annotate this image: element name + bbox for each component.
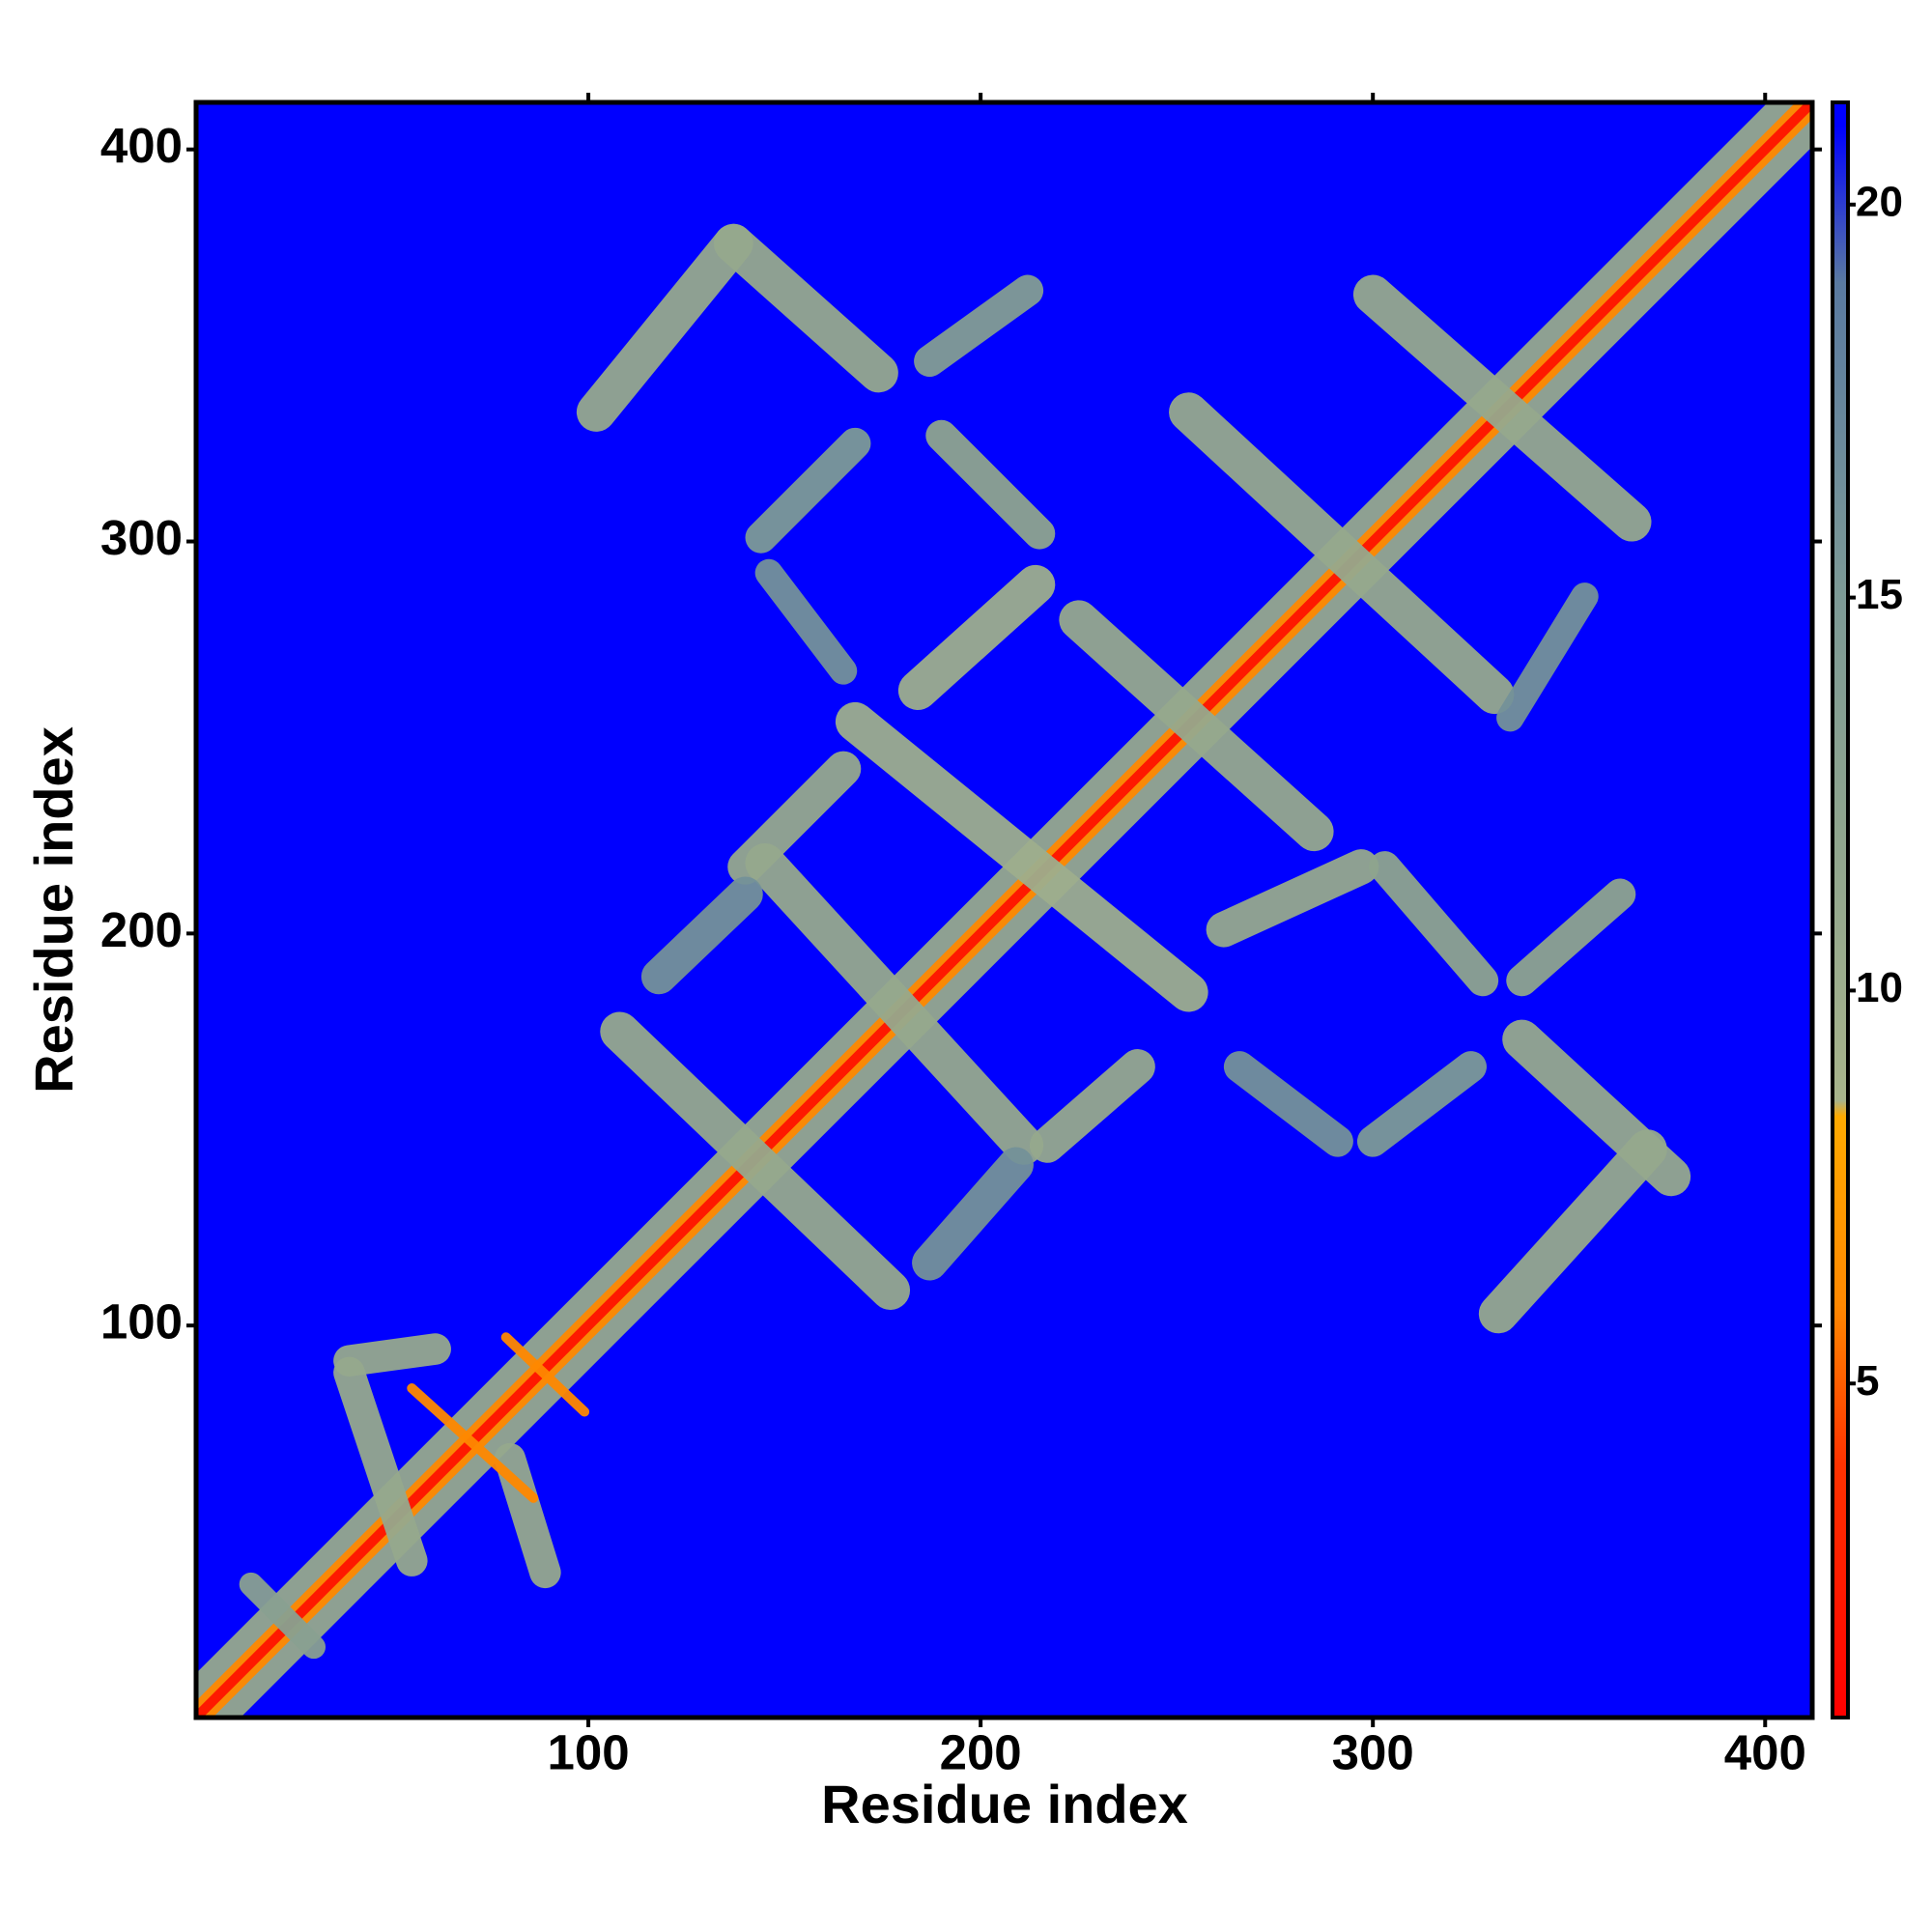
- contact-stripe: [745, 842, 1044, 1165]
- contact-stripe: [714, 223, 898, 393]
- contact-stripe: [1356, 1051, 1487, 1157]
- contact-stripe: [196, 102, 1812, 1718]
- colorbar-tick-label: 20: [1856, 178, 1903, 225]
- contact-stripe: [1169, 392, 1515, 715]
- x-tick-label: 200: [940, 1724, 1022, 1779]
- colorbar-tick-label: 10: [1856, 964, 1903, 1011]
- x-tick-label: 400: [1724, 1724, 1806, 1779]
- contact-stripe: [333, 1356, 428, 1577]
- colorbar: [1831, 100, 1850, 1719]
- contact-stripe: [576, 223, 753, 432]
- contact-stripe: [1496, 582, 1599, 732]
- contact-stripe: [333, 1333, 451, 1377]
- y-tick-label: 300: [100, 510, 183, 565]
- contact-stripe: [1478, 1129, 1667, 1334]
- contact-stripe: [239, 1572, 327, 1660]
- contact-stripe: [600, 1011, 911, 1310]
- y-axis-title: Residue index: [23, 726, 84, 1094]
- heatmap-area: [196, 102, 1812, 1718]
- contact-stripe: [1059, 600, 1334, 852]
- contact-stripe: [640, 876, 763, 995]
- contact-stripe: [745, 427, 871, 554]
- x-axis-title: Residue index: [821, 1774, 1188, 1834]
- y-tick-label: 200: [100, 902, 183, 957]
- contact-stripe: [912, 1147, 1034, 1281]
- contact-stripe: [1369, 851, 1499, 997]
- y-tick-label: 100: [100, 1294, 183, 1350]
- contact-stripe: [1506, 878, 1636, 997]
- contact-stripe: [500, 1332, 590, 1417]
- contact-stripe: [897, 564, 1056, 711]
- plot-frame: [193, 99, 1815, 1720]
- contact-stripe: [754, 558, 858, 685]
- contact-stripe: [1206, 849, 1379, 948]
- contact-stripe: [1223, 1051, 1353, 1157]
- x-tick-label: 300: [1332, 1724, 1414, 1779]
- contact-stripe: [1352, 274, 1652, 542]
- contact-stripe: [914, 274, 1044, 378]
- contact-stripe: [835, 701, 1208, 1012]
- x-tick-label: 100: [548, 1724, 630, 1779]
- contact-stripe: [925, 419, 1056, 550]
- contact-stripe: [407, 1383, 539, 1503]
- contact-stripe: [1029, 1049, 1155, 1163]
- y-tick-label: 400: [100, 118, 183, 173]
- colorbar-tick-label: 5: [1856, 1357, 1879, 1405]
- colorbar-tick-label: 15: [1856, 571, 1903, 618]
